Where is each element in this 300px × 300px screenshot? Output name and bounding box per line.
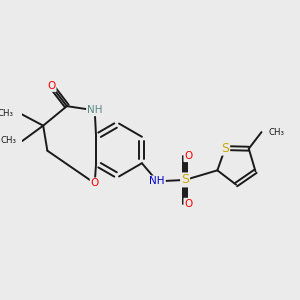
Text: NH: NH	[149, 176, 165, 186]
Text: O: O	[91, 178, 99, 188]
Text: CH₃: CH₃	[0, 109, 14, 118]
Text: S: S	[221, 142, 229, 154]
Text: O: O	[184, 151, 193, 161]
Text: NH: NH	[87, 105, 103, 115]
Text: CH₃: CH₃	[1, 136, 17, 146]
Text: O: O	[184, 199, 193, 208]
Text: S: S	[181, 173, 189, 186]
Text: O: O	[47, 81, 56, 91]
Text: CH₃: CH₃	[268, 128, 284, 136]
